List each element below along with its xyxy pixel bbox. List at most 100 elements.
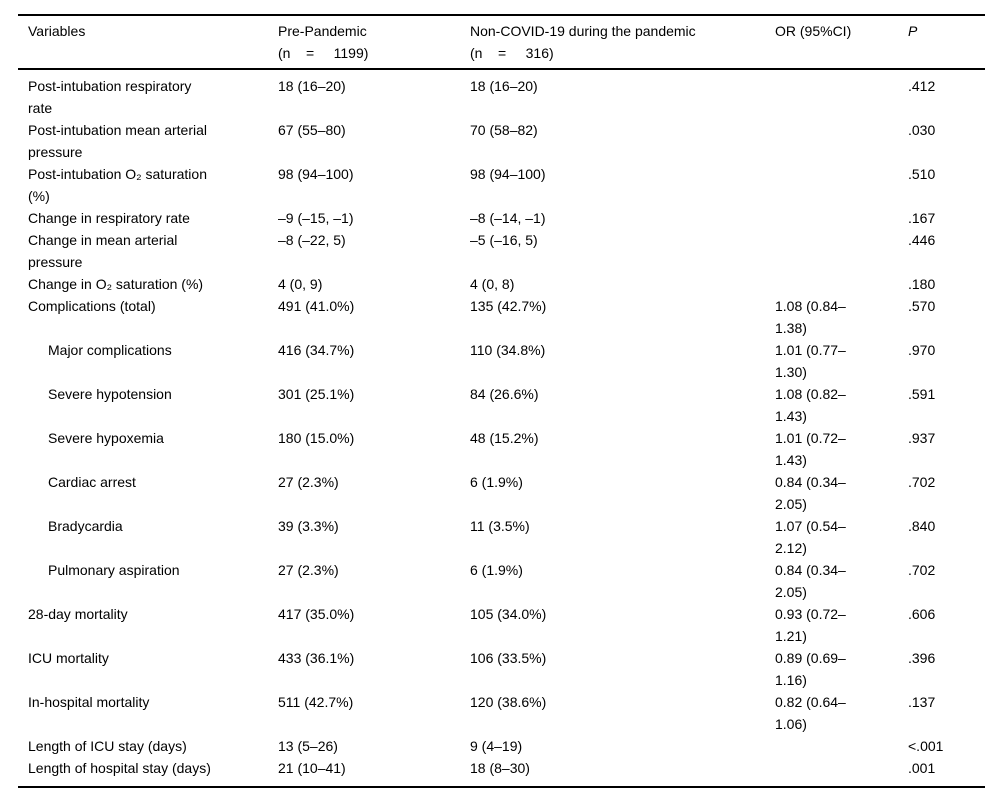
non-covid-cell: 9 (4–19) bbox=[470, 738, 523, 754]
table-row: In-hospital mortality 511 (42.7%) 120 (3… bbox=[18, 691, 985, 735]
or-ci-cell: 0.89 (0.69– 1.16) bbox=[775, 650, 846, 688]
col-header-variables: Variables bbox=[18, 15, 278, 70]
or-ci-cell bbox=[775, 207, 908, 229]
pre-pandemic-cell: 27 (2.3%) bbox=[278, 562, 339, 578]
variable-cell: Severe hypoxemia bbox=[48, 430, 164, 446]
or-ci-cell: 0.82 (0.64– 1.06) bbox=[775, 694, 846, 732]
p-value-cell: .180 bbox=[908, 276, 936, 292]
variable-cell: Pulmonary aspiration bbox=[48, 562, 180, 578]
variable-cell: Severe hypotension bbox=[48, 386, 172, 402]
or-ci-cell: 1.08 (0.82– 1.43) bbox=[775, 386, 846, 424]
pre-pandemic-cell: 416 (34.7%) bbox=[278, 342, 355, 358]
or-ci-cell: 0.84 (0.34– 2.05) bbox=[775, 474, 846, 512]
col-header-p: P bbox=[908, 15, 985, 70]
non-covid-cell: 18 (16–20) bbox=[470, 78, 538, 94]
variable-cell: Post-intubation respiratory rate bbox=[28, 78, 192, 116]
header-row: Variables Pre-Pandemic (n = 1199) Non-CO… bbox=[18, 15, 985, 70]
variable-cell: In-hospital mortality bbox=[28, 694, 150, 710]
table-row: Pulmonary aspiration 27 (2.3%) 6 (1.9%) … bbox=[18, 559, 985, 603]
table-row: Length of ICU stay (days) 13 (5–26) 9 (4… bbox=[18, 735, 985, 757]
pre-pandemic-cell: 433 (36.1%) bbox=[278, 650, 355, 666]
variable-cell: ICU mortality bbox=[28, 650, 109, 666]
or-ci-cell: 0.93 (0.72– 1.21) bbox=[775, 606, 846, 644]
pre-pandemic-cell: 180 (15.0%) bbox=[278, 430, 355, 446]
table-row: ICU mortality 433 (36.1%) 106 (33.5%) 0.… bbox=[18, 647, 985, 691]
variable-cell: Post-intubation mean arterial pressure bbox=[28, 122, 207, 160]
table-row: Change in respiratory rate –9 (–15, –1) … bbox=[18, 207, 985, 229]
non-covid-cell: 11 (3.5%) bbox=[470, 518, 530, 534]
or-ci-cell bbox=[775, 69, 908, 119]
table-row: Post-intubation O₂ saturation (%) 98 (94… bbox=[18, 163, 985, 207]
pre-pandemic-cell: 417 (35.0%) bbox=[278, 606, 355, 622]
p-value-cell: .591 bbox=[908, 386, 936, 402]
pre-pandemic-cell: 98 (94–100) bbox=[278, 166, 354, 182]
variable-cell: 28-day mortality bbox=[28, 606, 128, 622]
or-ci-cell bbox=[775, 229, 908, 273]
non-covid-cell: 106 (33.5%) bbox=[470, 650, 547, 666]
pre-pandemic-cell: 13 (5–26) bbox=[278, 738, 338, 754]
p-value-cell: .970 bbox=[908, 342, 936, 358]
p-value-cell: .446 bbox=[908, 232, 936, 248]
non-covid-cell: 110 (34.8%) bbox=[470, 342, 546, 358]
non-covid-cell: 84 (26.6%) bbox=[470, 386, 539, 402]
col-header-non-covid: Non-COVID-19 during the pandemic (n = 31… bbox=[470, 15, 775, 70]
pre-pandemic-cell: 67 (55–80) bbox=[278, 122, 346, 138]
or-ci-cell bbox=[775, 273, 908, 295]
table-row: Post-intubation respiratory rate 18 (16–… bbox=[18, 69, 985, 119]
or-ci-cell bbox=[775, 757, 908, 787]
or-ci-cell bbox=[775, 119, 908, 163]
variable-cell: Change in respiratory rate bbox=[28, 210, 190, 226]
outcomes-table: Variables Pre-Pandemic (n = 1199) Non-CO… bbox=[18, 14, 985, 788]
non-covid-cell: 120 (38.6%) bbox=[470, 694, 547, 710]
pre-pandemic-cell: 18 (16–20) bbox=[278, 78, 346, 94]
variable-cell: Length of ICU stay (days) bbox=[28, 738, 187, 754]
variable-cell: Post-intubation O₂ saturation (%) bbox=[28, 166, 207, 204]
pre-pandemic-cell: 27 (2.3%) bbox=[278, 474, 339, 490]
or-ci-cell: 1.01 (0.72– 1.43) bbox=[775, 430, 846, 468]
table-row: Major complications 416 (34.7%) 110 (34.… bbox=[18, 339, 985, 383]
p-value-cell: .570 bbox=[908, 298, 936, 314]
variable-cell: Change in mean arterial pressure bbox=[28, 232, 178, 270]
or-ci-cell: 0.84 (0.34– 2.05) bbox=[775, 562, 846, 600]
p-value-cell: <.001 bbox=[908, 738, 944, 754]
variable-cell: Major complications bbox=[48, 342, 172, 358]
non-covid-cell: 98 (94–100) bbox=[470, 166, 546, 182]
pre-pandemic-cell: 21 (10–41) bbox=[278, 760, 346, 776]
non-covid-cell: 6 (1.9%) bbox=[470, 562, 523, 578]
pre-pandemic-cell: 511 (42.7%) bbox=[278, 694, 354, 710]
p-value-cell: .167 bbox=[908, 210, 936, 226]
p-value-cell: .840 bbox=[908, 518, 936, 534]
or-ci-cell bbox=[775, 735, 908, 757]
or-ci-cell: 1.08 (0.84– 1.38) bbox=[775, 298, 846, 336]
p-value-cell: .137 bbox=[908, 694, 936, 710]
non-covid-cell: –5 (–16, 5) bbox=[470, 232, 538, 248]
table-row: Bradycardia 39 (3.3%) 11 (3.5%) 1.07 (0.… bbox=[18, 515, 985, 559]
p-value-cell: .510 bbox=[908, 166, 936, 182]
variable-cell: Length of hospital stay (days) bbox=[28, 760, 211, 776]
or-ci-cell: 1.07 (0.54– 2.12) bbox=[775, 518, 846, 556]
variable-cell: Bradycardia bbox=[48, 518, 123, 534]
non-covid-cell: 6 (1.9%) bbox=[470, 474, 523, 490]
table-row: Cardiac arrest 27 (2.3%) 6 (1.9%) 0.84 (… bbox=[18, 471, 985, 515]
p-value-cell: .030 bbox=[908, 122, 936, 138]
variable-cell: Change in O₂ saturation (%) bbox=[28, 276, 204, 292]
table-row: Severe hypotension 301 (25.1%) 84 (26.6%… bbox=[18, 383, 985, 427]
pre-pandemic-cell: 301 (25.1%) bbox=[278, 386, 355, 402]
non-covid-cell: 4 (0, 8) bbox=[470, 276, 515, 292]
table-row: Post-intubation mean arterial pressure 6… bbox=[18, 119, 985, 163]
or-ci-cell: 1.01 (0.77– 1.30) bbox=[775, 342, 846, 380]
non-covid-cell: 105 (34.0%) bbox=[470, 606, 547, 622]
non-covid-cell: 18 (8–30) bbox=[470, 760, 530, 776]
col-header-pre-pandemic: Pre-Pandemic (n = 1199) bbox=[278, 15, 470, 70]
p-value-cell: .396 bbox=[908, 650, 936, 666]
table-row: Severe hypoxemia 180 (15.0%) 48 (15.2%) … bbox=[18, 427, 985, 471]
table-row: Length of hospital stay (days) 21 (10–41… bbox=[18, 757, 985, 787]
p-value-cell: .937 bbox=[908, 430, 936, 446]
table-row: Change in O₂ saturation (%) 4 (0, 9) 4 (… bbox=[18, 273, 985, 295]
variable-cell: Cardiac arrest bbox=[48, 474, 136, 490]
or-ci-cell bbox=[775, 163, 908, 207]
non-covid-cell: –8 (–14, –1) bbox=[470, 210, 546, 226]
pre-pandemic-cell: –8 (–22, 5) bbox=[278, 232, 346, 248]
pre-pandemic-cell: 39 (3.3%) bbox=[278, 518, 339, 534]
pre-pandemic-cell: 4 (0, 9) bbox=[278, 276, 323, 292]
